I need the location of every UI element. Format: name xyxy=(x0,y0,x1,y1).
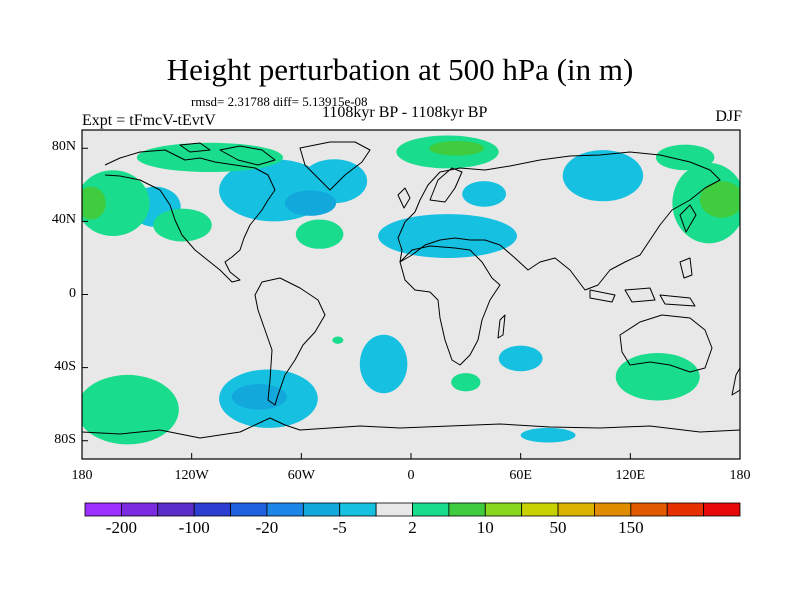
anomaly-region-22 xyxy=(82,374,179,445)
colorbar-swatch-1 xyxy=(120,502,159,517)
colorbar-swatch-12 xyxy=(521,502,559,517)
period-text: 1108kyr BP - 1108kyr BP xyxy=(322,104,488,121)
anomaly-region-15 xyxy=(136,142,284,173)
anomaly-region-11 xyxy=(520,427,576,443)
anomaly-region-9 xyxy=(359,334,408,394)
coastline-eurasia xyxy=(397,151,721,291)
statistics-text: rmsd= 2.31788 diff= 5.13915e-08 xyxy=(191,94,368,109)
anomaly-region-6 xyxy=(462,181,507,207)
lat-label-3: 40S xyxy=(54,358,76,374)
anomaly-region-5 xyxy=(562,150,644,202)
lon-label-6: 180 xyxy=(729,468,751,483)
anomaly-region-23 xyxy=(615,352,700,401)
colorbar-swatch-6 xyxy=(302,502,341,517)
coastline-british-isles xyxy=(397,187,411,209)
anomaly-region-2 xyxy=(284,190,337,216)
coastline-japan xyxy=(679,204,697,233)
colorbar-label-3: -5 xyxy=(332,518,347,537)
coastline-south-america xyxy=(254,277,326,406)
lon-label-5: 120E xyxy=(615,468,646,483)
colorbar-label-7: 150 xyxy=(618,518,644,537)
colorbar-label-6: 50 xyxy=(549,518,567,537)
coastline-scandinavia xyxy=(429,167,463,203)
colorbar-swatch-9 xyxy=(412,502,450,517)
coastlines xyxy=(82,141,740,439)
colorbar-swatch-3 xyxy=(193,502,231,517)
lat-label-4: 80S xyxy=(54,431,76,447)
colorbar-swatch-11 xyxy=(484,502,523,517)
lat-label-2: 0 xyxy=(69,285,76,301)
colorbar-label-4: 2 xyxy=(408,518,417,537)
coastline-antarctica xyxy=(82,417,740,439)
colorbar-label-5: 10 xyxy=(476,518,494,537)
coastline-new-zealand xyxy=(731,367,740,396)
colorbar-swatch-7 xyxy=(339,502,377,517)
coastline-greenland xyxy=(299,141,371,191)
anomaly-region-14 xyxy=(153,208,212,242)
coastline-madagascar xyxy=(497,314,506,339)
colorbar-label-2: -20 xyxy=(255,518,279,537)
lat-label-1: 40N xyxy=(51,212,76,228)
anomaly-region-8 xyxy=(231,384,287,410)
coastline-arctic-islands xyxy=(179,142,276,166)
axis-ticks xyxy=(81,147,741,459)
anomaly-region-24 xyxy=(451,373,481,392)
anomaly-region-4 xyxy=(378,214,518,258)
anomaly-region-18 xyxy=(429,140,485,156)
lon-label-1: 120W xyxy=(174,468,209,483)
colorbar-swatch-5 xyxy=(266,502,304,517)
lat-label-0: 80N xyxy=(51,139,76,155)
coastline-maritime-continent xyxy=(589,257,696,307)
experiment-label: Expt = tFmcV-tEvtV xyxy=(82,112,216,129)
colorbar-swatch-10 xyxy=(448,502,486,517)
lon-label-3: 0 xyxy=(407,468,415,483)
colorbar-swatch-15 xyxy=(630,502,668,517)
anomaly-region-12 xyxy=(82,170,150,237)
lon-label-2: 60W xyxy=(287,468,315,483)
lon-label-0: 180 xyxy=(71,468,93,483)
map-title: Height perturbation at 500 hPa (in m) xyxy=(166,52,634,87)
anomaly-region-13 xyxy=(82,186,106,220)
anomaly-region-20 xyxy=(699,181,740,218)
colorbar-swatch-16 xyxy=(666,502,705,517)
anomaly-region-10 xyxy=(498,345,543,372)
colorbar-label-0: -200 xyxy=(105,518,137,537)
season-label: DJF xyxy=(715,108,742,125)
colorbar-swatch-13 xyxy=(557,502,595,517)
colorbar-swatch-8 xyxy=(375,502,413,517)
colorbar-swatch-0 xyxy=(84,502,122,517)
colorbar-label-1: -100 xyxy=(178,518,210,537)
colorbar-swatch-2 xyxy=(157,502,195,517)
colorbar xyxy=(84,502,741,517)
anomaly-region-16 xyxy=(295,219,344,249)
colorbar-swatch-4 xyxy=(230,502,268,517)
coastline-africa xyxy=(399,245,501,366)
colorbar-swatch-14 xyxy=(594,502,632,517)
colorbar-swatch-17 xyxy=(703,502,741,517)
anomaly-region-21 xyxy=(655,144,715,171)
anomaly-region-25 xyxy=(332,336,344,344)
lon-label-4: 60E xyxy=(509,468,532,483)
coastline-north-america xyxy=(104,149,276,283)
coastline-australia xyxy=(619,314,713,373)
